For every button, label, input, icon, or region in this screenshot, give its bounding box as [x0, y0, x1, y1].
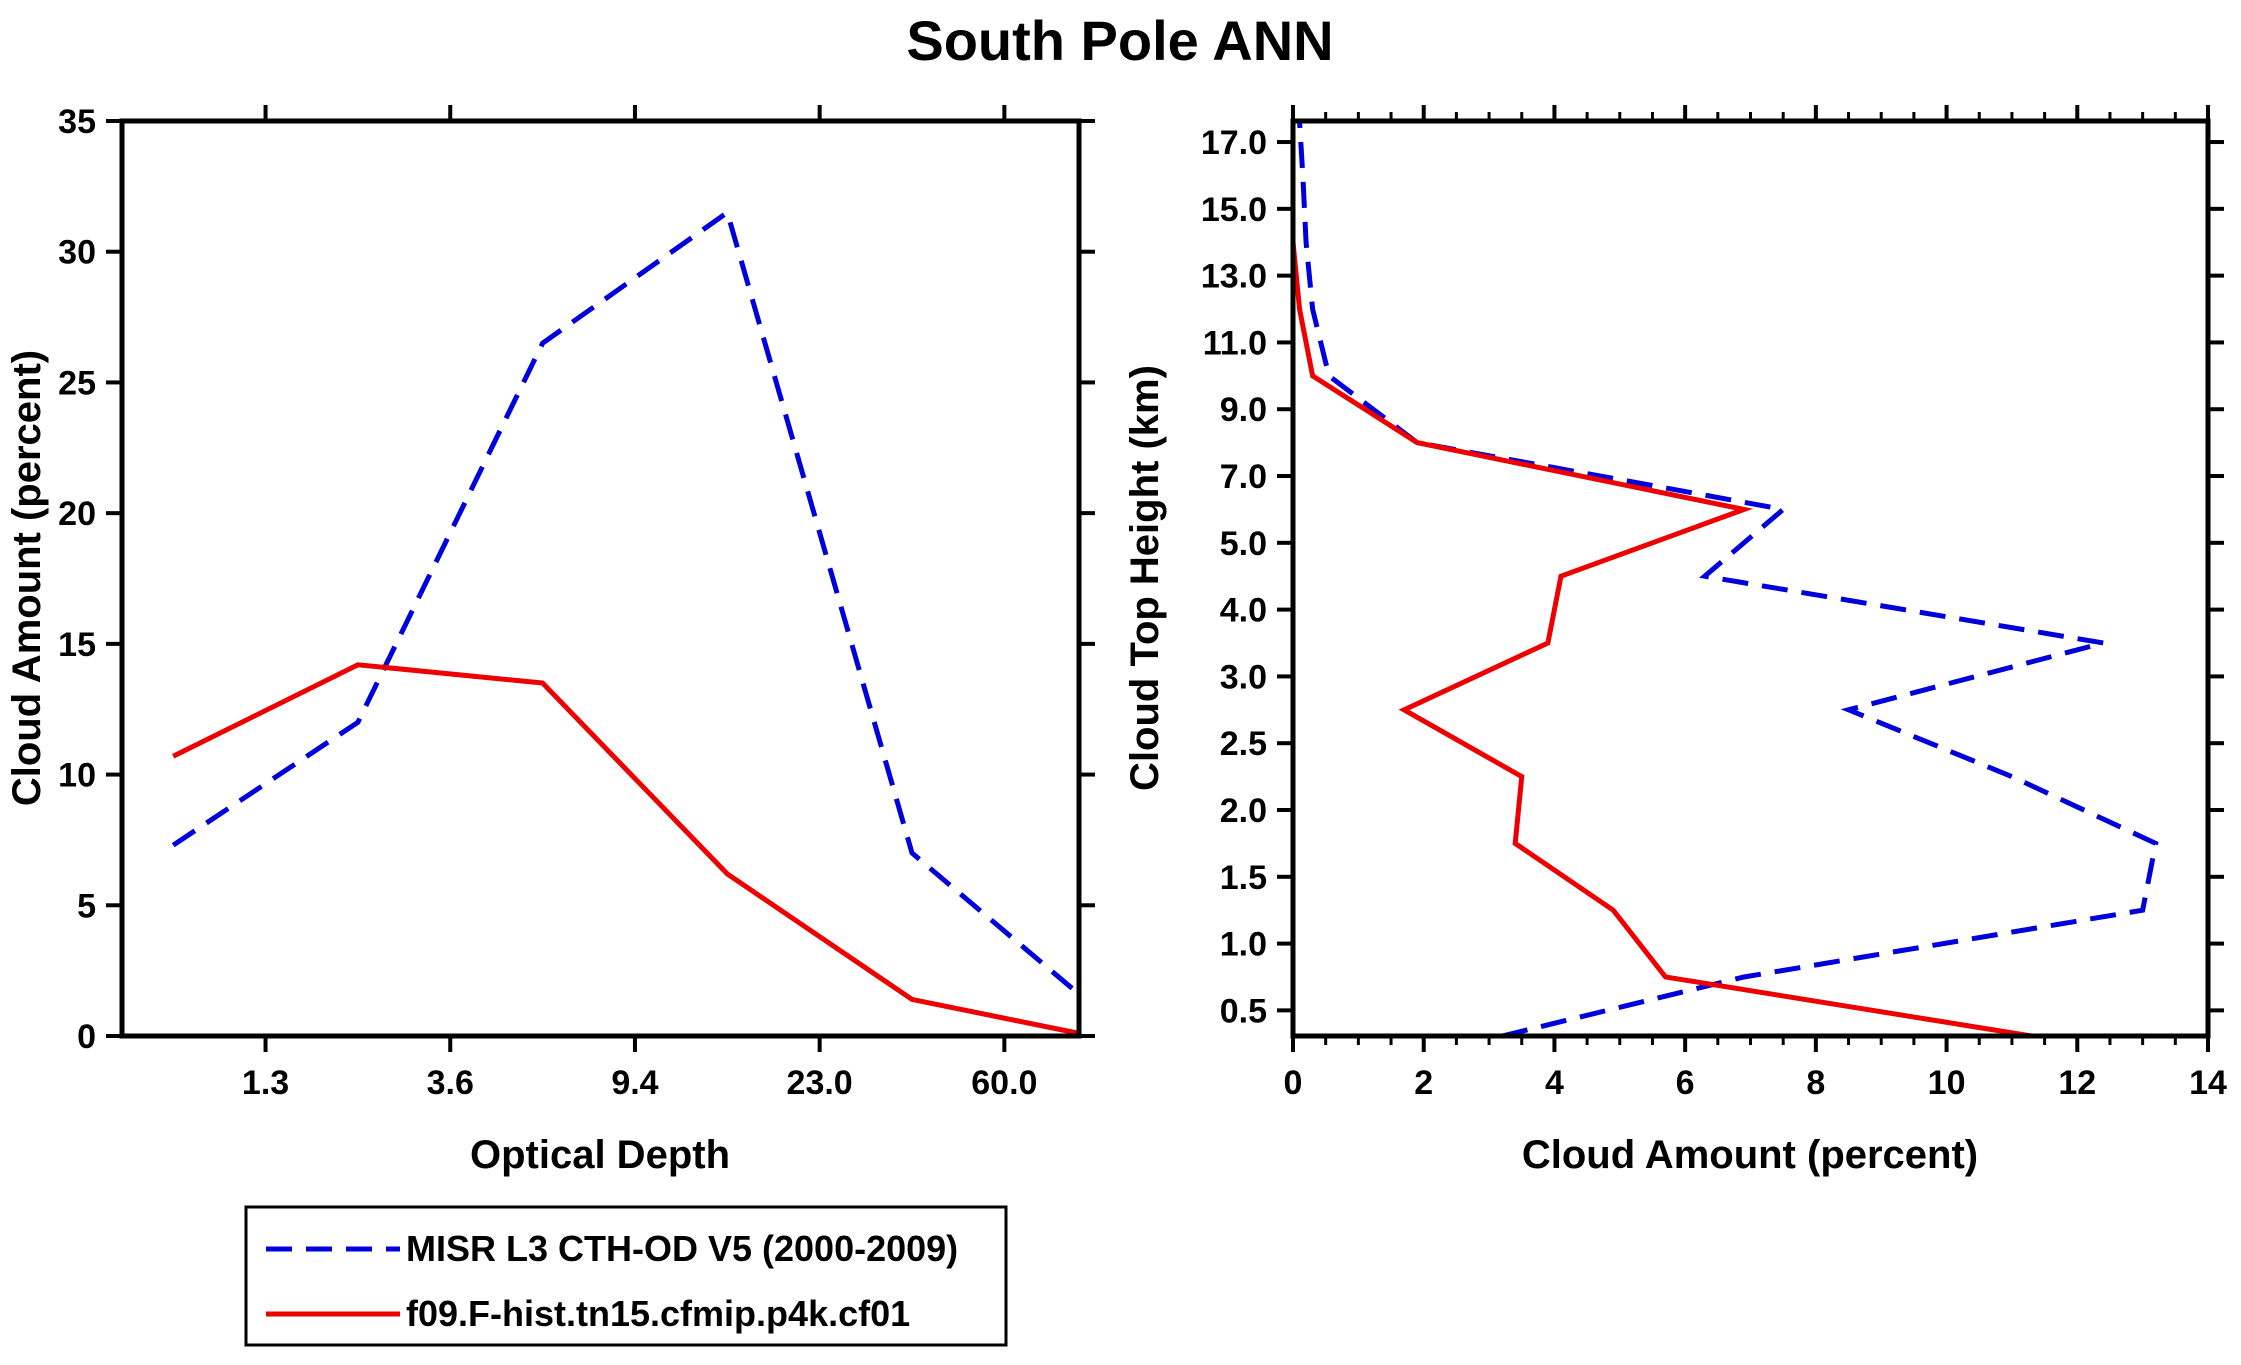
tick-label: 2.0	[1220, 792, 1267, 830]
tick-label: 0	[1284, 1064, 1303, 1102]
tick-label: 20	[58, 495, 96, 533]
left-plot-frame	[119, 118, 1082, 1039]
tick-label: 12	[2058, 1064, 2096, 1102]
tick-label: 0	[77, 1018, 96, 1056]
left-y-axis-label: Cloud Amount (percent)	[5, 350, 49, 806]
tick-label: 8	[1806, 1064, 1825, 1102]
tick-label: 2.5	[1220, 725, 1267, 763]
chart-title: South Pole ANN	[906, 9, 1333, 72]
left-x-axis-label: Optical Depth	[470, 1133, 730, 1177]
right-panel-data-series	[1290, 120, 2159, 1039]
left-panel-data-series	[171, 208, 1081, 1036]
tick-label: 5.0	[1220, 525, 1267, 563]
right-panel-axis-ticks: 0.5 1.0 1.5 2.0 2.5 3.0 4.0 5.0 7.0 9.0 11.0 13.0 15…	[1201, 105, 2227, 1102]
legend-box	[244, 1205, 1008, 1347]
series-model	[172, 662, 1080, 1036]
cloud-top-height-panel: 0.5 1.0 1.5 2.0 2.5 3.0 4.0 5.0 7.0 9.0 11.0 13.0 15…	[1123, 105, 2227, 1177]
tick-label: 0.5	[1220, 992, 1267, 1030]
tick-label: 23.0	[787, 1064, 853, 1102]
tick-label: 1.0	[1220, 926, 1267, 964]
tick-label: 4	[1545, 1064, 1564, 1102]
tick-label: 35	[58, 103, 96, 141]
legend: MISR L3 CTH-OD V5 (2000-2009) f09.F-hist…	[244, 1205, 1008, 1347]
tick-label: 7.0	[1220, 458, 1267, 496]
tick-label: 3.0	[1220, 658, 1267, 696]
series-model	[1290, 121, 2032, 1039]
tick-label: 9.0	[1220, 391, 1267, 429]
tick-label: 1.5	[1220, 859, 1267, 897]
series-misr	[171, 208, 1081, 997]
legend-label-model: f09.F-hist.tn15.cfmip.p4k.cf01	[406, 1293, 910, 1334]
tick-label: 25	[58, 364, 96, 402]
tick-label: 4.0	[1220, 592, 1267, 630]
tick-label: 11.0	[1203, 324, 1267, 362]
series-misr	[1297, 120, 2159, 1039]
tick-label: 10	[1928, 1064, 1966, 1102]
tick-label: 3.6	[427, 1064, 474, 1102]
left-panel-axis-ticks: 1.3 3.6 9.4 23.0 60.0 0 5 10 15 20 25 30 35	[58, 103, 1095, 1102]
tick-label: 1.3	[242, 1064, 289, 1102]
legend-label-misr: MISR L3 CTH-OD V5 (2000-2009)	[406, 1228, 958, 1269]
right-x-axis-label: Cloud Amount (percent)	[1522, 1133, 1978, 1177]
tick-label: 5	[77, 887, 96, 925]
right-y-axis-label: Cloud Top Height (km)	[1123, 365, 1167, 791]
tick-label: 6	[1676, 1064, 1695, 1102]
tick-label: 60.0	[971, 1064, 1037, 1102]
tick-label: 2	[1414, 1064, 1433, 1102]
tick-label: 13.0	[1201, 258, 1267, 296]
tick-label: 15.0	[1201, 191, 1267, 229]
optical-depth-panel: 1.3 3.6 9.4 23.0 60.0 0 5 10 15 20 25 30 35 Optical …	[5, 103, 1095, 1177]
tick-label: 15	[58, 626, 96, 664]
tick-label: 30	[58, 234, 96, 272]
tick-label: 17.0	[1201, 124, 1267, 162]
tick-label: 9.4	[611, 1064, 658, 1102]
tick-label: 10	[58, 757, 96, 795]
right-plot-frame	[1290, 118, 2211, 1039]
tick-label: 14	[2189, 1064, 2227, 1102]
